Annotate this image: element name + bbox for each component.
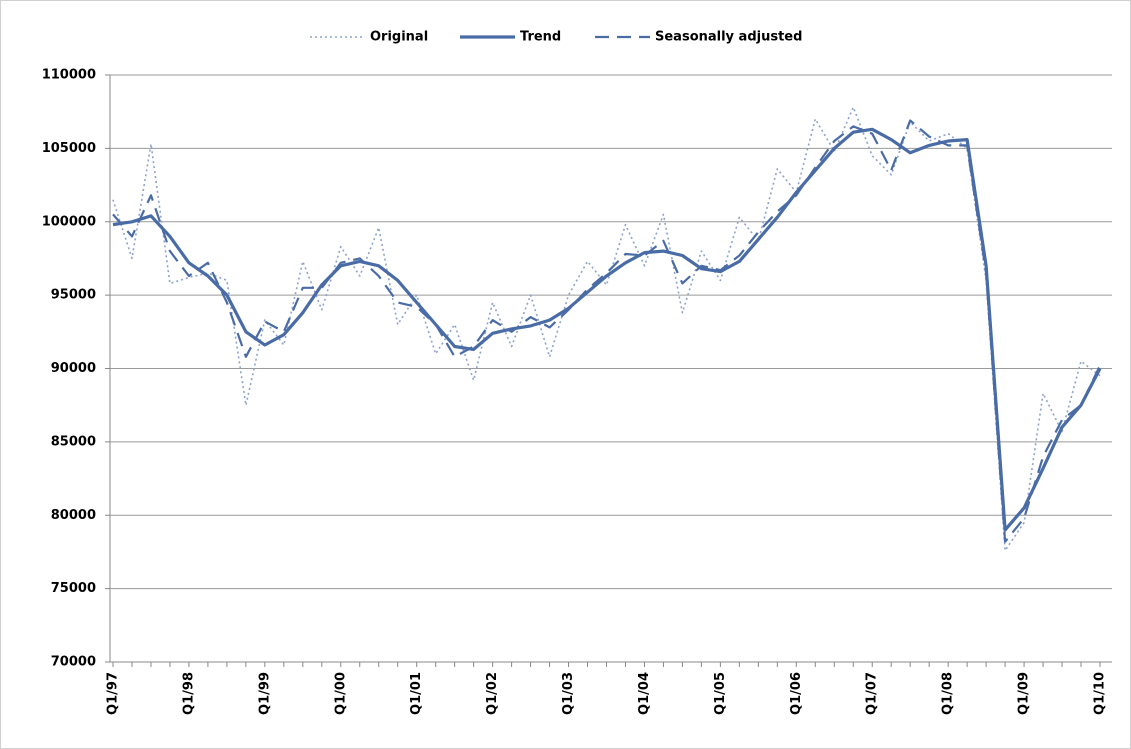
y-tick-label: 70000 bbox=[51, 655, 96, 670]
x-tick-label: Q1/02 bbox=[485, 672, 500, 715]
y-tick-label: 75000 bbox=[51, 581, 96, 596]
y-tick-label: 100000 bbox=[42, 214, 96, 229]
legend: Original Trend Seasonally adjusted bbox=[310, 30, 802, 45]
x-tick-label: Q1/03 bbox=[561, 672, 576, 715]
data-line bbox=[112, 106, 1101, 552]
y-tick-label: 110000 bbox=[42, 68, 96, 83]
data-line bbox=[112, 119, 1101, 543]
x-tick-label: Q1/00 bbox=[333, 672, 348, 715]
y-tick-label: 95000 bbox=[51, 288, 96, 303]
legend-label: Seasonally adjusted bbox=[655, 30, 802, 45]
x-tick-label: Q1/06 bbox=[789, 672, 804, 715]
x-tick-label: Q1/07 bbox=[865, 672, 880, 715]
legend-label: Original bbox=[370, 30, 428, 45]
legend-label: Trend bbox=[520, 30, 561, 45]
y-tick-label: 90000 bbox=[51, 361, 96, 376]
x-tick-label: Q1/97 bbox=[106, 672, 121, 715]
x-tick-label: Q1/09 bbox=[1017, 672, 1032, 715]
data-line bbox=[112, 127, 1102, 532]
x-tick-label: Q1/98 bbox=[181, 672, 196, 715]
y-tick-label: 105000 bbox=[42, 141, 96, 156]
x-tick-label: Q1/08 bbox=[941, 672, 956, 715]
x-tick-label: Q1/01 bbox=[409, 672, 424, 715]
y-tick-label: 85000 bbox=[51, 434, 96, 449]
x-tick-label: Q1/05 bbox=[713, 672, 728, 715]
x-tick-label: Q1/04 bbox=[637, 672, 652, 715]
y-tick-label: 80000 bbox=[51, 508, 96, 523]
x-tick-label: Q1/99 bbox=[257, 672, 272, 715]
x-tick-label: Q1/10 bbox=[1093, 672, 1108, 715]
